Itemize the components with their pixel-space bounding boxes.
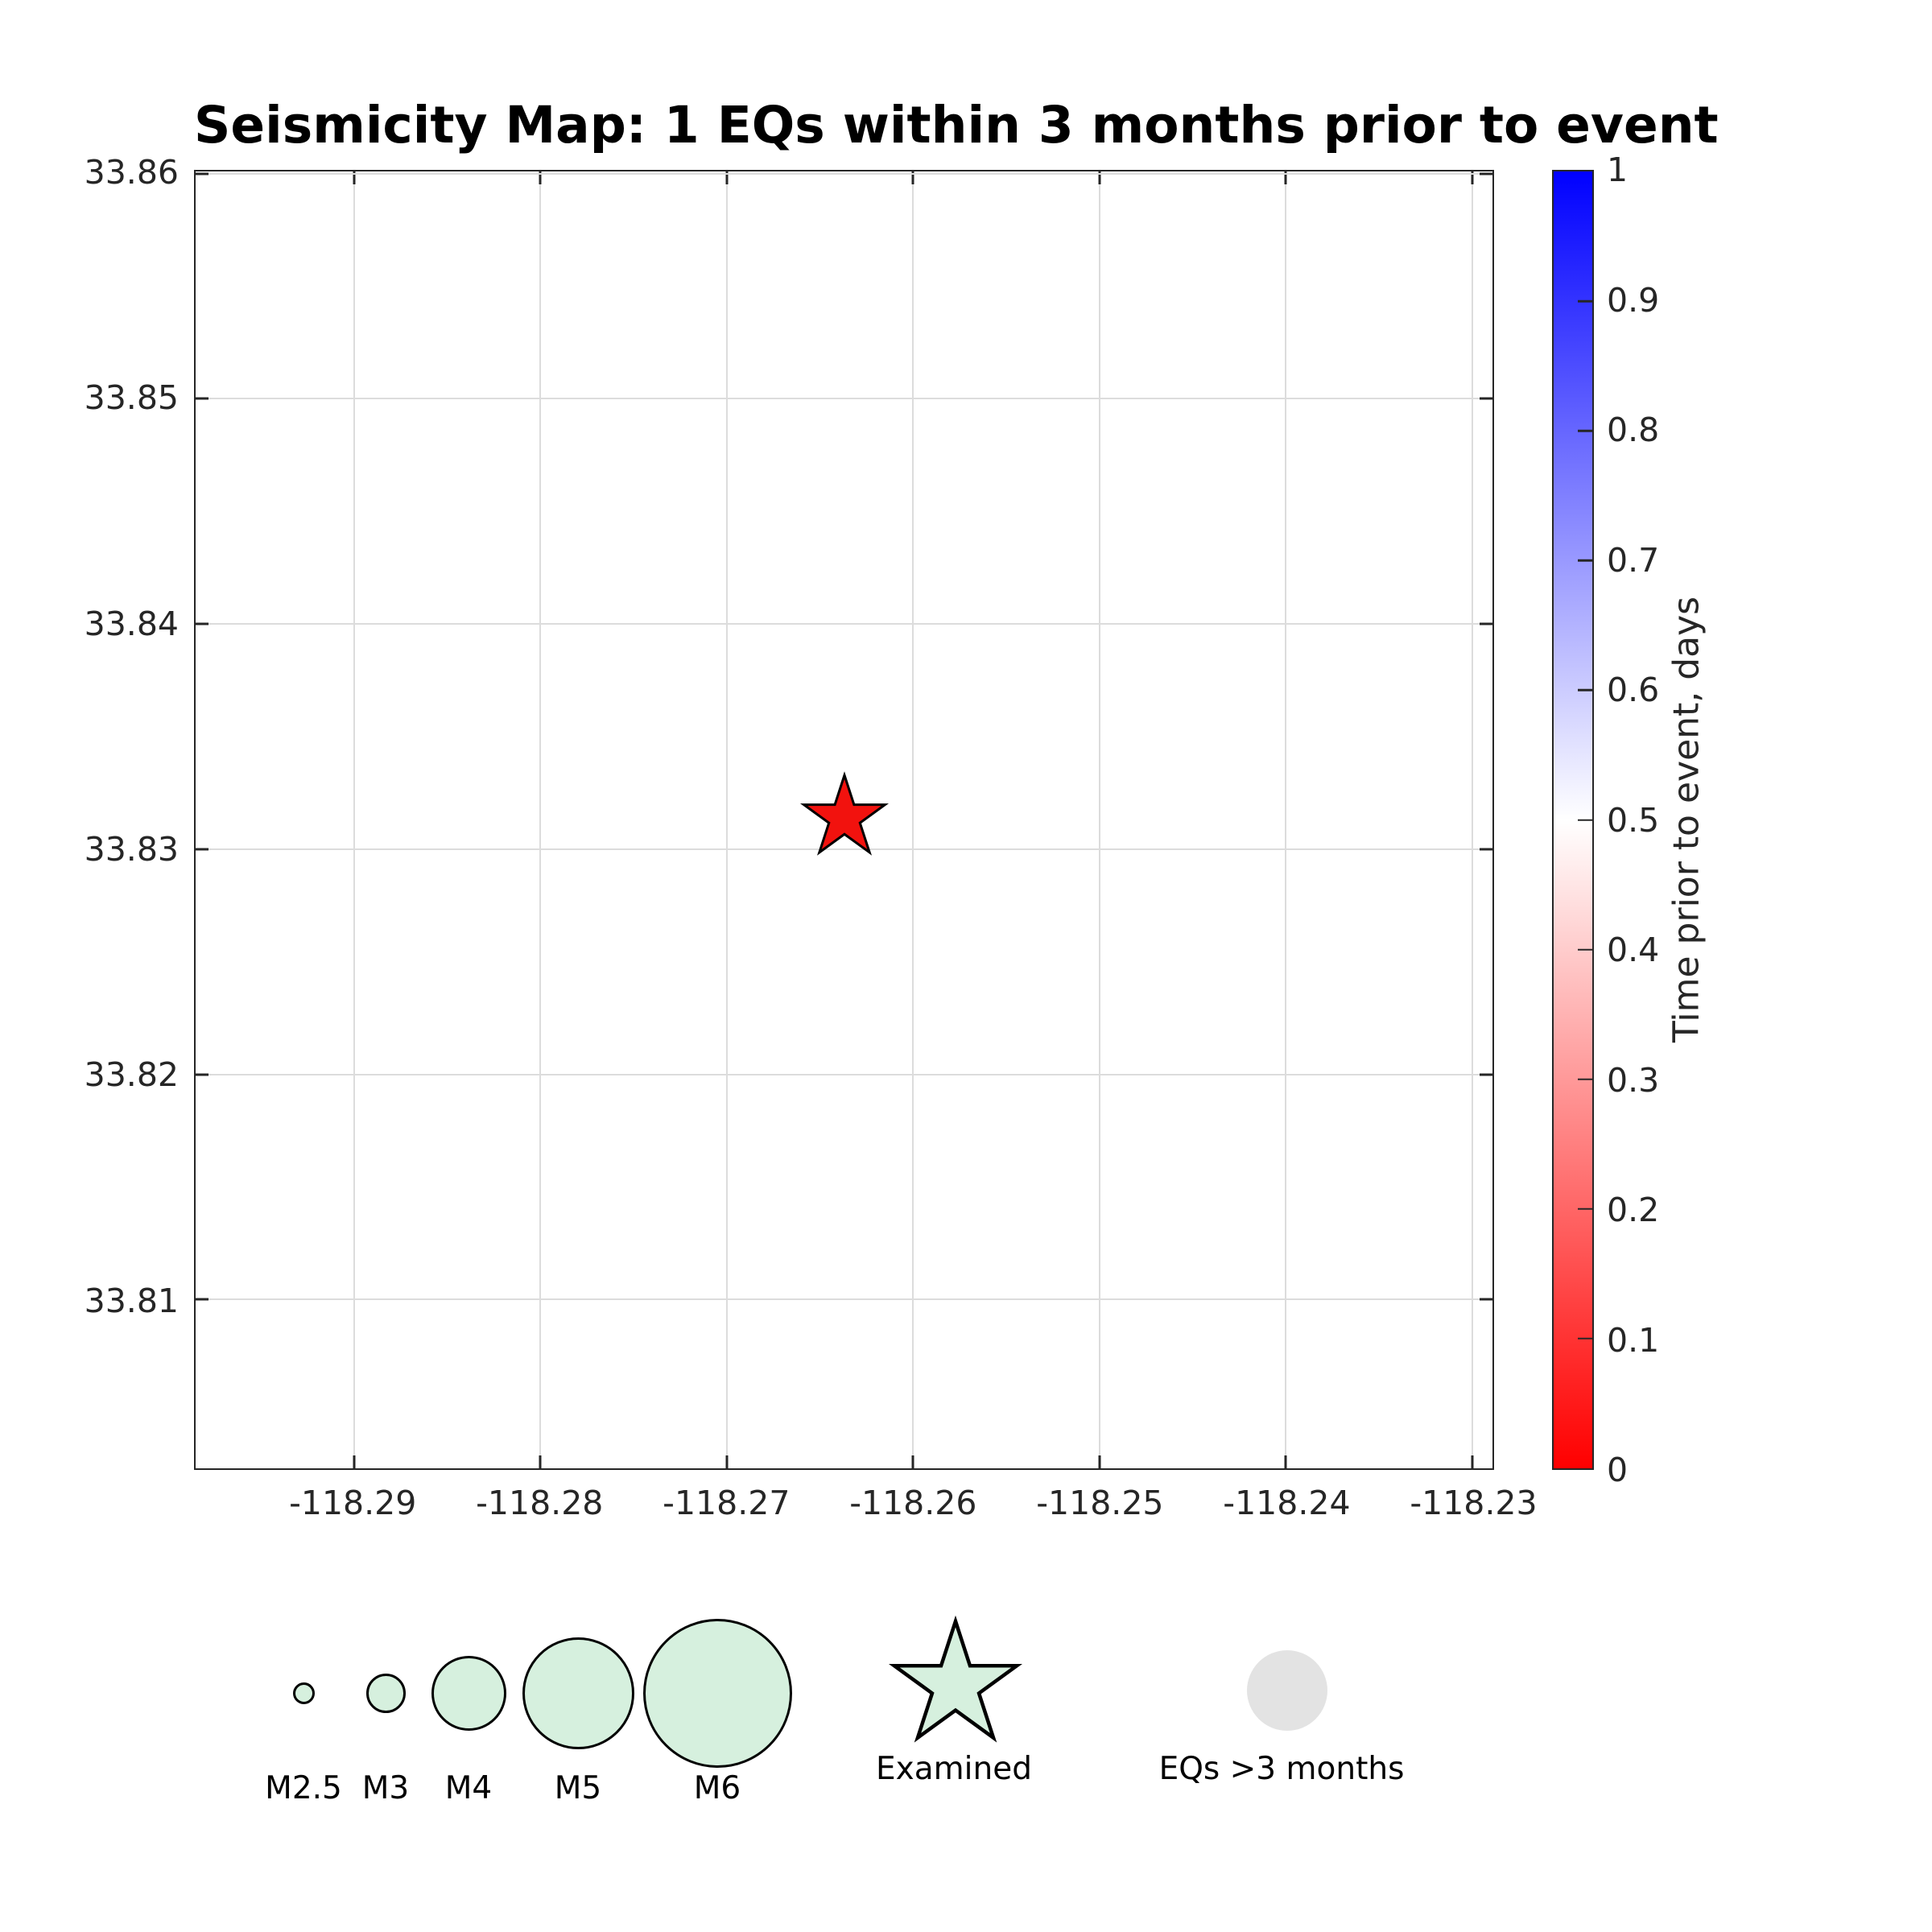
colorbar-tick-label: 1 [1607, 151, 1629, 189]
magnitude-legend-circle [292, 1682, 315, 1704]
colorbar-tick [1578, 559, 1592, 562]
colorbar-axis-label: Time prior to event, days [1666, 596, 1707, 1043]
y-tick-label: 33.84 [84, 604, 179, 643]
old-eqs-legend-circle-icon [1247, 1650, 1327, 1731]
x-tick-label: -118.23 [1410, 1484, 1538, 1522]
x-tick-top [1284, 171, 1287, 184]
y-tick-label: 33.81 [84, 1281, 179, 1320]
magnitude-legend-label: M6 [693, 1770, 741, 1806]
x-tick-bottom [539, 1455, 542, 1468]
y-tick-right [1480, 397, 1492, 400]
chart-title: Seismicity Map: 1 EQs within 3 months pr… [194, 96, 1719, 155]
y-gridline [196, 172, 1492, 175]
examined-label-line1: Examined [876, 1751, 1032, 1787]
colorbar-tick [1578, 1337, 1592, 1340]
magnitude-legend-label: M3 [361, 1770, 410, 1806]
colorbar-tick [1578, 819, 1592, 821]
colorbar-tick [1578, 1078, 1592, 1080]
examined-event-star-marker [799, 771, 889, 856]
magnitude-legend-label: M5 [554, 1770, 602, 1806]
x-tick-top [725, 171, 729, 184]
y-gridline [196, 1298, 1492, 1301]
x-gridline [1098, 171, 1100, 1468]
colorbar-tick-label: 0.2 [1607, 1191, 1660, 1229]
x-tick-label: -118.29 [289, 1484, 417, 1522]
y-tick-left [196, 1298, 208, 1301]
x-tick-label: -118.27 [663, 1484, 791, 1522]
x-tick-bottom [353, 1455, 356, 1468]
x-gridline [912, 171, 914, 1468]
colorbar-tick-label: 0.6 [1607, 671, 1660, 709]
x-tick-label: -118.24 [1223, 1484, 1351, 1522]
magnitude-legend-circle [642, 1618, 792, 1768]
y-tick-right [1480, 172, 1492, 175]
y-gridline [196, 848, 1492, 850]
y-tick-left [196, 172, 208, 175]
x-tick-bottom [911, 1455, 914, 1468]
x-gridline [539, 171, 542, 1468]
colorbar-tick-label: 0.7 [1607, 540, 1660, 580]
magnitude-legend-label: M4 [444, 1770, 493, 1806]
x-gridline [353, 171, 355, 1468]
colorbar-tick-label: 0.4 [1607, 931, 1660, 969]
x-gridline [1471, 171, 1473, 1468]
y-tick-label: 33.82 [84, 1055, 179, 1095]
y-tick-left [196, 397, 208, 400]
colorbar-tick-label: 0.5 [1607, 800, 1660, 840]
colorbar-tick-label: 0.8 [1607, 411, 1660, 449]
y-gridline [196, 1073, 1492, 1075]
y-tick-left [196, 1073, 208, 1076]
y-gridline [196, 398, 1492, 400]
x-tick-label: -118.28 [476, 1484, 604, 1522]
examined-event-legend-label: Examinedevent [876, 1748, 1032, 1790]
x-gridline [1285, 171, 1287, 1468]
x-tick-bottom [725, 1455, 729, 1468]
y-tick-right [1480, 1298, 1492, 1301]
x-tick-label: -118.25 [1036, 1484, 1164, 1522]
x-tick-top [353, 171, 356, 184]
y-tick-label: 33.85 [84, 378, 179, 418]
magnitude-legend-label: M2.5 [265, 1770, 342, 1806]
colorbar-tick-label: 0.9 [1607, 280, 1660, 320]
y-tick-left [196, 622, 208, 625]
colorbar [1552, 170, 1594, 1470]
colorbar-tick [1578, 689, 1592, 691]
x-gridline [725, 171, 728, 1468]
x-tick-bottom [1284, 1455, 1287, 1468]
x-tick-top [1098, 171, 1101, 184]
magnitude-legend-circle [522, 1637, 634, 1749]
colorbar-tick [1578, 948, 1592, 951]
colorbar-tick [1578, 1208, 1592, 1211]
y-tick-right [1480, 1073, 1492, 1076]
y-tick-left [196, 848, 208, 851]
colorbar-tick-label: 0 [1607, 1451, 1629, 1489]
examined-event-legend-star-icon [888, 1616, 1023, 1743]
x-tick-label: -118.26 [849, 1484, 977, 1522]
colorbar-tick-label: 0.3 [1607, 1060, 1660, 1100]
y-tick-right [1480, 848, 1492, 851]
y-gridline [196, 623, 1492, 625]
magnitude-legend-circle [365, 1673, 406, 1713]
colorbar-tick-label: 0.1 [1607, 1320, 1660, 1360]
x-tick-bottom [1098, 1455, 1101, 1468]
colorbar-tick [1578, 299, 1592, 303]
x-tick-top [1471, 171, 1474, 184]
y-tick-label: 33.86 [84, 152, 179, 192]
y-tick-right [1480, 622, 1492, 625]
old-eqs-label-line1: EQs >3 months [1158, 1751, 1405, 1787]
y-tick-label: 33.83 [84, 829, 179, 869]
x-tick-top [911, 171, 914, 184]
x-tick-bottom [1471, 1455, 1474, 1468]
magnitude-legend-circle [431, 1655, 506, 1731]
x-tick-top [539, 171, 542, 184]
colorbar-tick [1578, 429, 1592, 432]
